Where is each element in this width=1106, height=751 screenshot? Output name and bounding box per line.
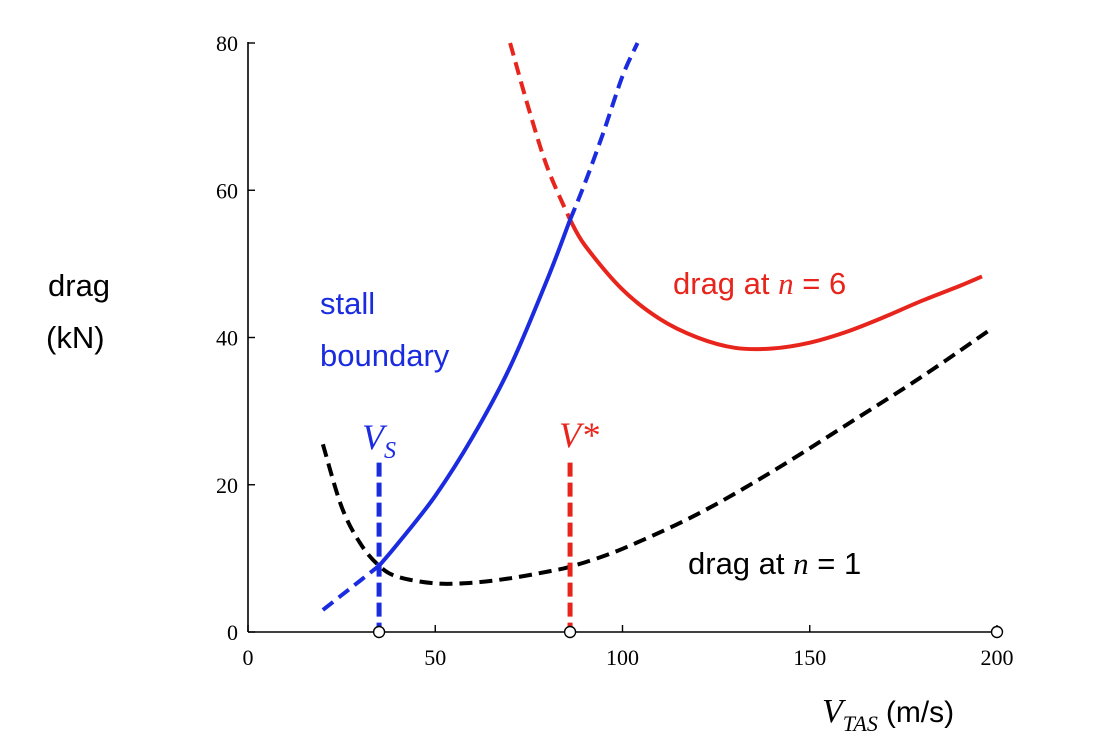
stall-boundary-curve-low-dashed	[321, 564, 381, 612]
y-tick-label-0: 0	[227, 620, 238, 645]
axis-point-0	[372, 625, 386, 639]
y-axis-label-line1: drag	[48, 268, 110, 303]
n6-drag-curve-solid	[568, 218, 983, 352]
stall-boundary-curve-solid	[377, 218, 572, 568]
n6-drag-curve-dashed	[508, 42, 572, 221]
axis-point-2	[990, 625, 1004, 639]
y-tick-label-3: 60	[216, 178, 238, 203]
x-tick-label-2: 100	[606, 645, 639, 670]
n6-label-prefix: drag at	[673, 266, 778, 301]
curves-layer	[320, 42, 991, 612]
vs-marker-label: VS	[362, 417, 396, 464]
y-tick-label-2: 40	[216, 326, 238, 351]
ticks-layer: 0 50 100 150 200 0 20 40 60 80	[216, 31, 1014, 670]
stall-boundary-label-line1: stall	[320, 286, 375, 321]
x-axis-label: VTAS (m/s)	[822, 693, 954, 736]
x-tick-label-3: 150	[793, 645, 826, 670]
markers-layer	[376, 462, 573, 629]
axis-point-1	[563, 625, 577, 639]
n6-label-suffix: = 6	[794, 266, 847, 301]
stall-boundary-label-line2: boundary	[320, 338, 450, 373]
vstar-marker-label: V*	[559, 415, 599, 455]
n1-label-var: n	[793, 546, 809, 581]
vs-marker-subscript: S	[384, 438, 396, 464]
x-axis-label-subscript: TAS	[843, 711, 878, 736]
axis-points-layer	[372, 625, 1004, 639]
y-tick-label-1: 20	[216, 473, 238, 498]
n1-label-suffix: = 1	[809, 546, 862, 581]
x-tick-label-1: 50	[424, 645, 446, 670]
x-tick-label-4: 200	[981, 645, 1014, 670]
n1-drag-curve	[320, 328, 991, 586]
n6-curve-label: drag at n = 6	[673, 266, 846, 301]
stall-boundary-curve-high-dashed	[568, 42, 640, 221]
n6-label-var: n	[778, 266, 794, 301]
x-axis-label-unit: (m/s)	[886, 696, 954, 729]
n1-curve-label: drag at n = 1	[688, 546, 861, 581]
vs-marker-symbol: V	[362, 417, 388, 457]
x-tick-label-0: 0	[243, 645, 254, 670]
y-tick-label-4: 80	[216, 31, 238, 56]
y-axis-label-line2: (kN)	[46, 320, 105, 355]
n1-label-prefix: drag at	[688, 546, 793, 581]
